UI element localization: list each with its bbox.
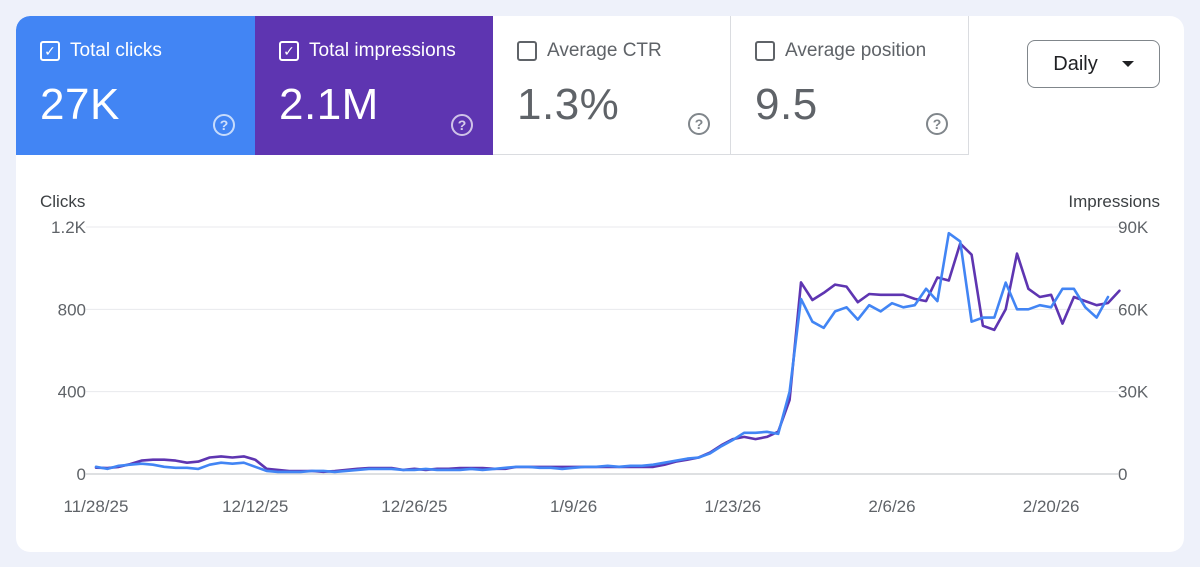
x-tick-label: 2/20/26 xyxy=(1023,497,1080,516)
position-checkbox[interactable] xyxy=(755,41,775,61)
metric-average-position[interactable]: Average position 9.5 ? xyxy=(731,16,969,155)
metric-average-ctr[interactable]: Average CTR 1.3% ? xyxy=(493,16,731,155)
x-tick-label: 1/23/26 xyxy=(704,497,761,516)
check-icon: ✓ xyxy=(44,43,56,59)
check-icon: ✓ xyxy=(283,43,295,59)
period-dropdown[interactable]: Daily xyxy=(1027,40,1160,88)
help-icon[interactable]: ? xyxy=(451,114,473,136)
x-tick-label: 2/6/26 xyxy=(868,497,915,516)
performance-chart: Clicks Impressions 0 400 800 1.2K 0 30K 60K 90… xyxy=(40,192,1160,516)
metric-total-impressions[interactable]: ✓ Total impressions 2.1M ? xyxy=(255,16,493,155)
performance-card: ✓ Total clicks 27K ? ✓ Total impressions… xyxy=(16,16,1184,552)
x-tick-label: 12/12/25 xyxy=(222,497,288,516)
metric-value: 9.5 xyxy=(755,80,818,129)
y-tick-left: 0 xyxy=(77,465,86,484)
y-tick-right: 90K xyxy=(1118,218,1149,237)
metric-label: Average position xyxy=(785,40,927,61)
help-icon[interactable]: ? xyxy=(926,113,948,135)
x-tick-label: 11/28/25 xyxy=(64,497,129,516)
metric-value: 2.1M xyxy=(279,80,379,129)
y-tick-left: 400 xyxy=(58,383,86,402)
metric-value: 27K xyxy=(40,80,120,129)
x-tick-label: 1/9/26 xyxy=(550,497,597,516)
left-axis-title: Clicks xyxy=(40,192,85,211)
right-axis-title: Impressions xyxy=(1068,192,1160,211)
metric-label: Average CTR xyxy=(547,40,662,61)
y-tick-right: 0 xyxy=(1118,465,1127,484)
impressions-checkbox[interactable]: ✓ xyxy=(279,41,299,61)
y-tick-right: 60K xyxy=(1118,300,1149,319)
metric-total-clicks[interactable]: ✓ Total clicks 27K ? xyxy=(16,16,255,155)
series-line-clicks[interactable] xyxy=(94,231,1110,474)
ctr-checkbox[interactable] xyxy=(517,41,537,61)
y-tick-left: 800 xyxy=(58,300,86,319)
help-icon[interactable]: ? xyxy=(688,113,710,135)
help-icon[interactable]: ? xyxy=(213,114,235,136)
x-tick-label: 12/26/25 xyxy=(381,497,447,516)
clicks-checkbox[interactable]: ✓ xyxy=(40,41,60,61)
caret-down-icon xyxy=(1121,61,1134,67)
y-tick-right: 30K xyxy=(1118,383,1149,402)
y-tick-left: 1.2K xyxy=(51,218,87,237)
metric-label: Total clicks xyxy=(70,40,162,61)
period-label: Daily xyxy=(1053,52,1098,75)
metric-value: 1.3% xyxy=(517,80,620,129)
metric-label: Total impressions xyxy=(309,40,456,61)
